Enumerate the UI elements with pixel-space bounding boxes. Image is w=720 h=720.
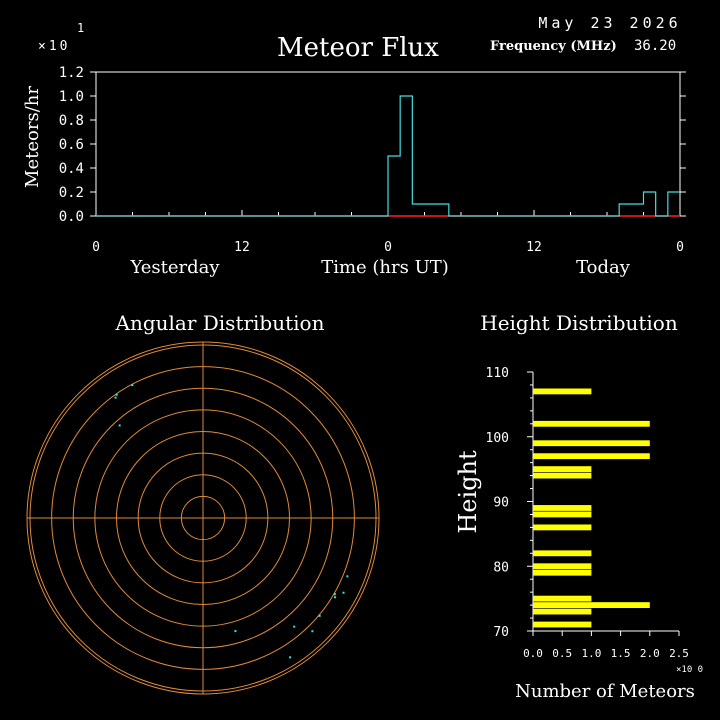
- polar-point: [333, 596, 336, 599]
- height-xtick-label: 1.5: [611, 647, 631, 660]
- height-bar: [533, 440, 650, 447]
- height-bar: [533, 388, 592, 395]
- height-xtick-label: 2.0: [640, 647, 660, 660]
- flux-xtick-label: 0: [92, 240, 100, 255]
- flux-ytick-label: 1.2: [59, 65, 84, 81]
- height-ylabel: Height: [454, 450, 482, 534]
- height-ytick-label: 80: [493, 560, 509, 575]
- height-bar: [533, 511, 592, 518]
- height-bar: [533, 602, 650, 609]
- flux-axes: 0.0 0.2 0.4 0.6 0.8 1.0 1.2 0 12 0 12 0: [59, 65, 686, 255]
- flux-title: Meteor Flux: [277, 33, 439, 63]
- frequency-value: 36.20: [634, 38, 676, 54]
- polar-point: [318, 614, 321, 617]
- polar-point: [346, 575, 349, 578]
- height-bar: [533, 608, 592, 615]
- flux-series: [96, 95, 680, 217]
- height-bar: [533, 595, 592, 602]
- height-bar: [533, 505, 592, 511]
- flux-ytick-label: 0.0: [59, 209, 84, 225]
- angular-polar-plot: [26, 341, 380, 695]
- height-ytick-label: 70: [493, 625, 509, 640]
- polar-point: [234, 630, 237, 633]
- polar-point: [114, 396, 117, 399]
- height-xtick-label: 2.5: [669, 647, 689, 660]
- polar-point: [289, 656, 292, 659]
- height-bar: [533, 550, 592, 557]
- flux-xtick-label: 12: [526, 240, 542, 255]
- flux-multiplier: ×10: [38, 39, 70, 54]
- flux-ytick-label: 0.8: [59, 113, 84, 129]
- height-axes: 70 80 90 100 110 0.0 0.5 1.0 1.5 2.0 2.5: [486, 366, 689, 660]
- polar-point: [118, 424, 121, 427]
- flux-xtick-label: 12: [234, 240, 250, 255]
- height-ytick-label: 100: [486, 431, 509, 446]
- height-xtick-label: 0.5: [552, 647, 572, 660]
- flux-ytick-label: 0.4: [59, 161, 84, 177]
- height-ytick-label: 110: [486, 366, 509, 381]
- height-xtick-label: 1.0: [581, 647, 601, 660]
- height-xlabel: Number of Meteors: [515, 681, 695, 702]
- flux-xlabel: Time (hrs UT): [321, 257, 449, 278]
- day-label-today: Today: [576, 257, 631, 278]
- polar-point: [342, 591, 345, 594]
- flux-xtick-label: 0: [384, 240, 392, 255]
- height-multiplier: ×10 0: [676, 665, 703, 675]
- height-bar: [533, 569, 592, 576]
- frequency-label: Frequency (MHz): [490, 39, 617, 54]
- height-bar: [533, 621, 592, 628]
- flux-exponent: 1: [77, 21, 84, 35]
- flux-ytick-label: 0.2: [59, 185, 84, 201]
- height-bar: [533, 466, 592, 473]
- height-bar: [533, 563, 592, 570]
- flux-ytick-label: 0.6: [59, 137, 84, 153]
- height-bar: [533, 472, 592, 479]
- height-bars: [533, 388, 650, 628]
- flux-ytick-label: 1.0: [59, 89, 84, 105]
- day-label-yesterday: Yesterday: [129, 257, 220, 278]
- polar-point: [293, 625, 296, 628]
- height-ytick-label: 90: [493, 496, 509, 511]
- height-bar: [533, 524, 592, 531]
- height-bar: [533, 420, 650, 427]
- polar-point: [333, 593, 336, 596]
- date-label: May 23 2026: [538, 14, 681, 32]
- angular-title: Angular Distribution: [115, 311, 325, 335]
- flux-xtick-label: 0: [676, 240, 684, 255]
- polar-point: [131, 384, 134, 387]
- height-bar: [533, 453, 650, 460]
- polar-point: [311, 630, 314, 633]
- height-title: Height Distribution: [480, 311, 678, 335]
- polar-point: [115, 393, 118, 396]
- flux-ylabel: Meteors/hr: [22, 86, 43, 188]
- flux-step-line: [96, 95, 680, 217]
- height-xtick-label: 0.0: [523, 647, 543, 660]
